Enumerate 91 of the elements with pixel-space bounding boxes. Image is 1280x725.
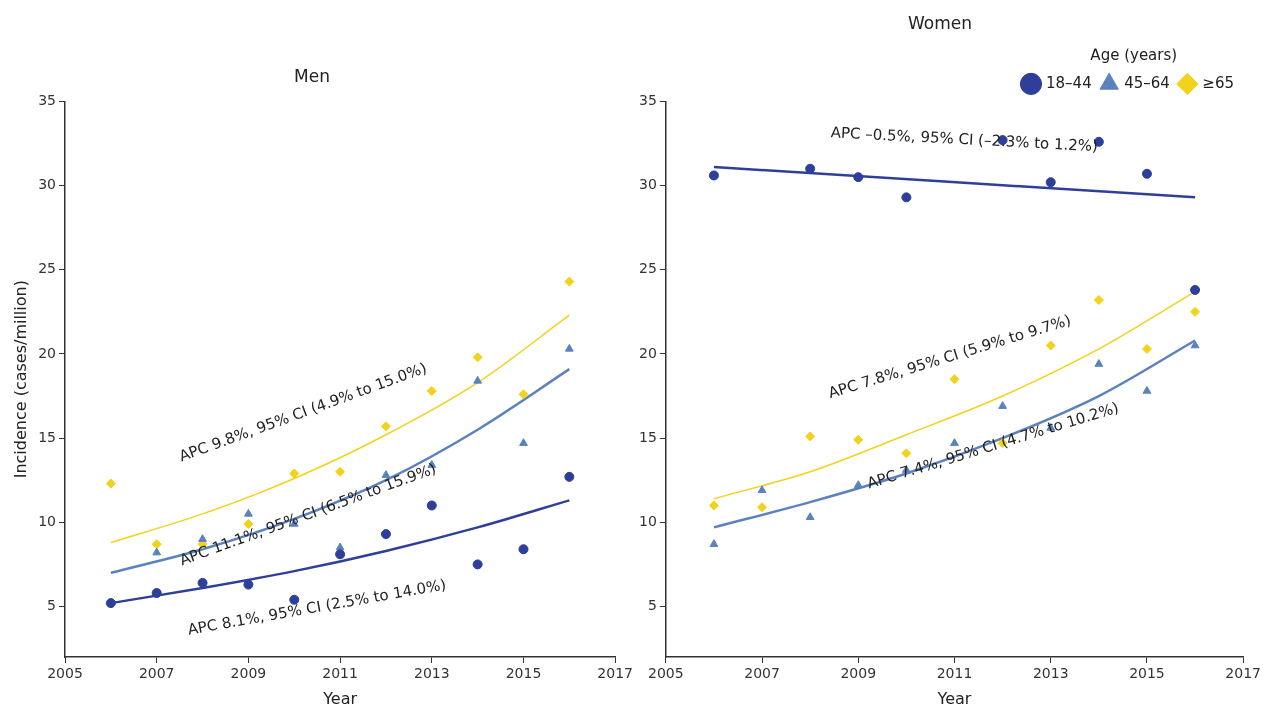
x-tick-label: 2017 [597, 665, 634, 682]
point [1045, 340, 1056, 351]
annotation: APC 8.1%, 95% CI (2.5% to 14.0%) [186, 575, 448, 639]
x-tick-label: 2007 [138, 665, 175, 682]
point [197, 577, 208, 588]
point [1094, 359, 1104, 367]
x-tick-label: 2013 [1032, 665, 1069, 682]
y-tick-label: 25 [38, 260, 57, 277]
x-axis-title: Year [936, 688, 972, 708]
x-tick-label: 2005 [47, 665, 83, 682]
y-tick-label: 25 [638, 260, 657, 277]
x-tick-label: 2013 [413, 665, 450, 682]
point [335, 466, 346, 477]
y-tick-label: 35 [638, 92, 657, 109]
point [1141, 168, 1152, 179]
point [1141, 343, 1152, 354]
y-tick-label: 5 [647, 597, 657, 614]
point [380, 421, 391, 432]
y-tick-label: 10 [638, 512, 657, 529]
point [1142, 385, 1152, 394]
point [105, 598, 116, 609]
point [244, 508, 253, 517]
x-tick-label: 2015 [505, 665, 542, 682]
point [152, 547, 162, 556]
y-tick-label: 30 [638, 176, 657, 193]
legend-label: 45–64 [1124, 73, 1170, 92]
point [335, 549, 346, 560]
x-tick-label: 2017 [1225, 665, 1262, 682]
y-tick-label: 15 [38, 428, 57, 445]
point [1190, 340, 1200, 349]
point [1190, 284, 1201, 295]
point [901, 192, 912, 203]
legend-label: ≥65 [1202, 73, 1234, 92]
y-tick-label: 35 [38, 92, 57, 109]
point [151, 539, 162, 550]
legend-title: Age (years) [1090, 45, 1178, 64]
point [564, 471, 575, 482]
y-tick-label: 10 [38, 512, 57, 529]
annotation: APC –0.5%, 95% CI (–2.3% to 1.2%) [830, 123, 1099, 156]
point [335, 542, 345, 551]
point [519, 438, 528, 446]
point [757, 502, 768, 513]
y-tick-label: 30 [38, 176, 57, 193]
point [426, 385, 437, 396]
y-axis-title: Incidence (cases/million) [10, 280, 30, 479]
point [853, 434, 864, 445]
point [853, 480, 863, 489]
point [1190, 306, 1201, 317]
point [472, 559, 483, 570]
x-tick-label: 2009 [230, 665, 267, 682]
y-tick-label: 20 [38, 344, 57, 361]
x-tick-label: 2011 [322, 665, 358, 682]
chart-title: Men [294, 65, 330, 86]
point [105, 478, 116, 489]
y-tick-label: 5 [47, 597, 57, 614]
x-tick-label: 2005 [647, 665, 684, 682]
point [473, 375, 483, 384]
point [198, 534, 207, 542]
point [243, 518, 254, 529]
point [564, 276, 575, 287]
point [426, 500, 437, 511]
point [380, 529, 391, 540]
point [757, 485, 767, 494]
point [901, 448, 912, 459]
x-tick-label: 2009 [840, 665, 877, 682]
point [1093, 295, 1104, 306]
y-tick-label: 20 [638, 344, 657, 361]
x-tick-label: 2015 [1129, 665, 1165, 682]
y-tick-label: 15 [638, 428, 657, 445]
point [709, 539, 719, 547]
point [518, 389, 529, 400]
point [708, 170, 719, 181]
point [805, 512, 815, 521]
point [518, 544, 529, 555]
point [708, 500, 719, 511]
legend-label: 18–44 [1046, 73, 1092, 92]
x-tick-label: 2011 [936, 665, 973, 682]
point [472, 352, 483, 363]
x-tick-label: 2007 [744, 665, 780, 682]
point [243, 579, 254, 590]
point [151, 588, 162, 599]
point [805, 431, 816, 442]
point [564, 343, 574, 352]
point [998, 401, 1008, 409]
x-axis-title: Year [322, 688, 358, 708]
chart-title: Women [907, 12, 973, 33]
point [1045, 177, 1056, 188]
point [949, 374, 960, 385]
point [853, 172, 864, 183]
point [289, 468, 300, 479]
point [289, 594, 300, 605]
